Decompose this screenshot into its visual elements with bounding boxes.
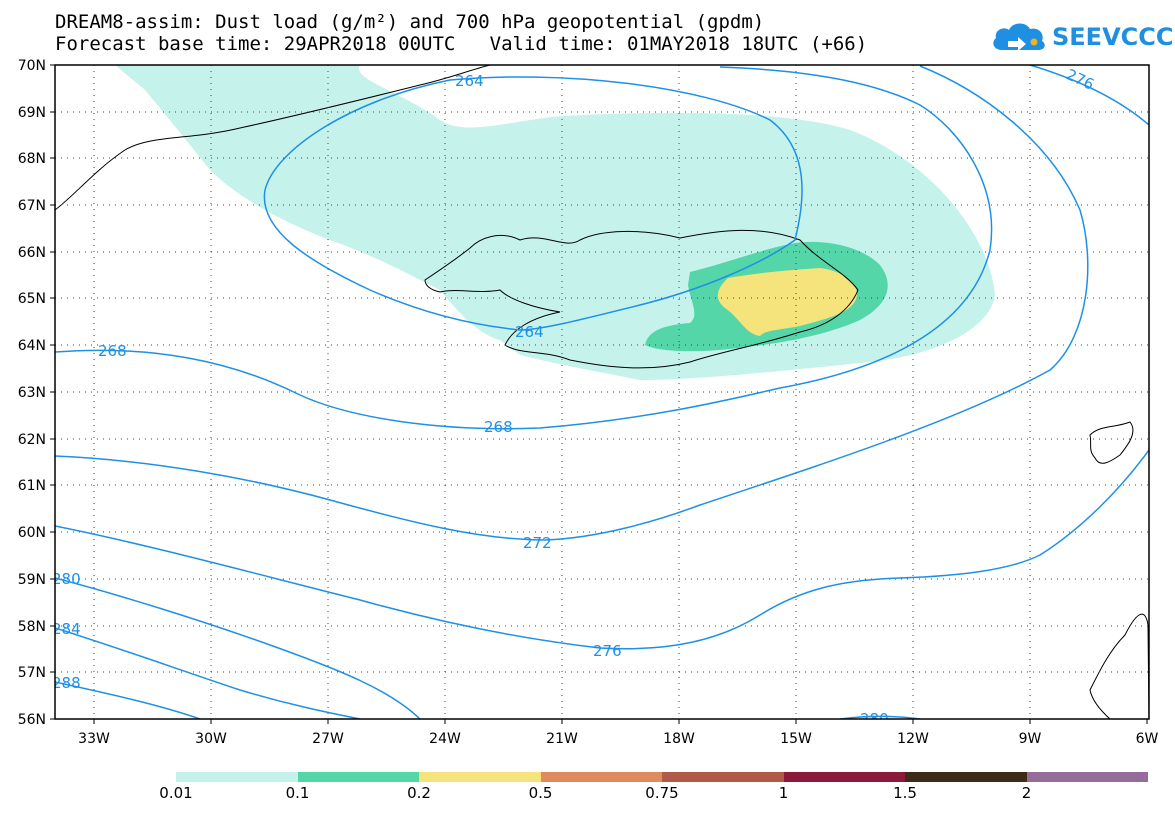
contour-280-se [839,715,921,719]
contour-label-280-se: 280 [860,710,889,728]
lon-label: 9W [1019,731,1042,747]
colorbar [176,772,1148,782]
lon-label: 24W [429,731,461,747]
faroe-coast [1089,421,1134,464]
greenland-coast [55,65,491,211]
contour-272 [55,65,1089,541]
lon-label: 27W [312,731,344,747]
lat-label: 58N [18,619,46,635]
lon-label: 33W [78,731,110,747]
scotland-coast [1089,613,1149,719]
lat-label: 67N [18,198,46,214]
colorbar-swatch [176,772,298,782]
colorbar-label: 1 [778,784,789,802]
contour-268 [55,66,993,430]
colorbar-swatch [783,772,905,782]
contour-288 [55,681,201,719]
contour-label-268-west: 268 [98,342,127,360]
contour-label-272: 272 [523,534,552,552]
contour-label-276-ne: 276 [1063,65,1097,93]
contour-280 [55,577,421,719]
lat-label: 66N [18,245,46,261]
lon-label: 12W [897,731,929,747]
lon-label: 21W [546,731,578,747]
contour-label-264-south: 264 [515,323,544,341]
geopotential-contours [55,65,1149,719]
contour-label-288-west: 288 [52,674,81,692]
gridlines [55,65,1149,719]
colorbar-swatch [1026,772,1148,782]
tick-marks [50,64,1148,724]
chart-subtitle: Forecast base time: 29APR2018 00UTC Vali… [55,33,868,55]
lon-label: 30W [195,731,227,747]
contour-label-264-north: 264 [455,72,484,90]
contour-label-276: 276 [593,642,622,660]
colorbar-swatch [905,772,1027,782]
lat-label: 56N [18,712,46,728]
lat-label: 65N [18,291,46,307]
lat-label: 64N [18,338,46,354]
colorbar-label: 2 [1021,784,1032,802]
lat-label: 57N [18,665,46,681]
logo-text: SEEVCCC [1052,23,1174,51]
cloud-logo-icon [993,23,1045,51]
contour-label-284-west: 284 [52,620,81,638]
colorbar-swatch [419,772,541,782]
contour-264 [263,76,803,331]
dust-area-0.2 [717,268,858,336]
lon-label: 6W [1136,731,1159,747]
colorbar-label: 0.75 [645,784,679,802]
lat-label: 69N [18,105,46,121]
contour-284 [55,627,361,719]
lat-label: 68N [18,151,46,167]
lat-label: 59N [18,572,46,588]
lon-labels: 33W 30W 27W 24W 21W 18W 15W 12W 9W 6W [78,731,1158,747]
iceland-coast [424,229,859,369]
seevccc-logo: SEEVCCC [990,20,1174,54]
lat-labels: 70N 69N 68N 67N 66N 65N 64N 63N 62N 61N … [18,58,46,728]
colorbar-swatch [540,772,662,782]
coastlines [55,65,1149,719]
colorbar-swatch [297,772,419,782]
colorbar-swatch [662,772,784,782]
colorbar-label: 1.5 [893,784,917,802]
lat-label: 62N [18,432,46,448]
lon-label: 15W [780,731,812,747]
colorbar-label: 0.5 [528,784,553,802]
contour-276-north [1029,65,1149,126]
lat-label: 60N [18,525,46,541]
contour-label-268-center: 268 [484,418,513,436]
colorbar-label: 0.2 [407,784,431,802]
lat-label: 61N [18,478,46,494]
colorbar-label: 0.01 [159,784,193,802]
lat-label: 63N [18,385,46,401]
lon-label: 18W [663,731,695,747]
colorbar-label: 0.1 [285,784,310,802]
contour-276-south [55,449,1149,650]
chart-title: DREAM8-assim: Dust load (g/m²) and 700 h… [55,11,765,33]
contour-label-280-west: 280 [52,570,81,588]
lat-label: 70N [18,58,46,74]
